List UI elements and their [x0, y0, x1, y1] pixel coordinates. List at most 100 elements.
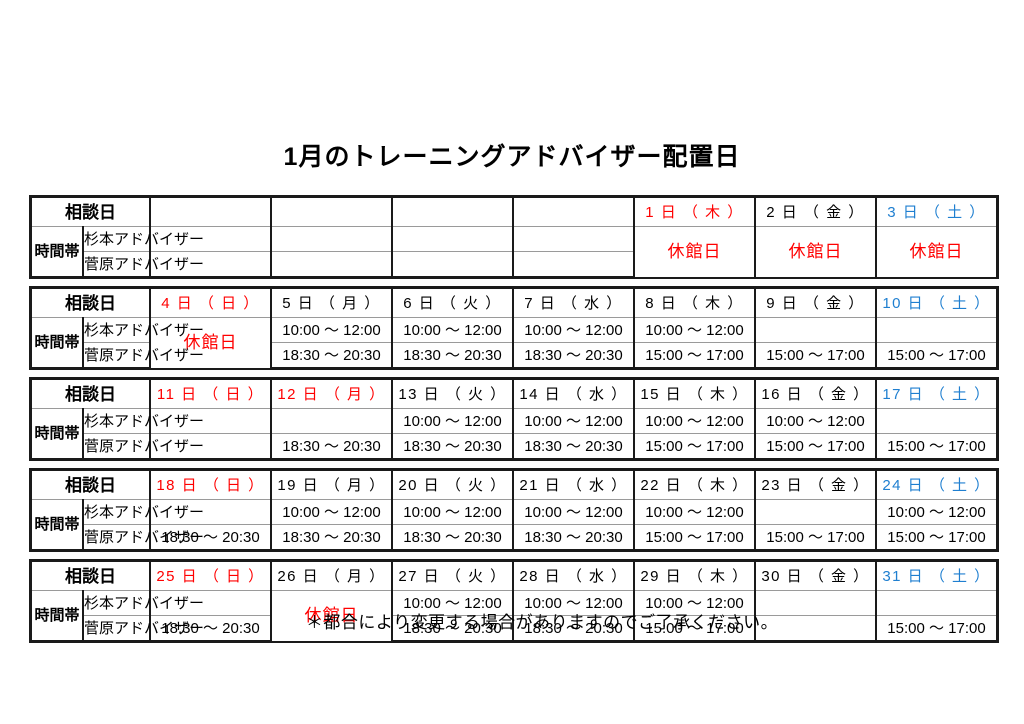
time-slot-cell: 18:30 ～ 20:30: [512, 615, 635, 642]
time-slot-cell: [754, 499, 877, 525]
day-header-row: 相談日 18 日 （ 日 ） 19 日 （ 月 ） 20 日 （ 火 ） 21 日 （ …: [30, 469, 998, 500]
time-slot-cell: 15:00 ～ 17:00: [633, 433, 756, 460]
day-header-cell: 26 日 （ 月 ）: [270, 560, 393, 591]
time-slot-cell: 18:30 ～ 20:30: [149, 524, 272, 551]
day-header-cell: 7 日 （ 水 ）: [512, 287, 635, 318]
time-slot-cell: 18:30 ～ 20:30: [391, 615, 514, 642]
day-header-cell-empty: [149, 196, 272, 227]
advisor-1-name: 杉本アドバイザー: [82, 408, 204, 434]
day-header-cell-empty: [391, 196, 514, 227]
time-slot-cell: 10:00 ～ 12:00: [391, 408, 514, 434]
day-header-row: 相談日 25 日 （ 日 ） 26 日 （ 月 ） 27 日 （ 火 ） 28 日 （ …: [30, 560, 998, 591]
day-header-cell: 18 日 （ 日 ）: [149, 469, 272, 500]
advisor-1-name: 杉本アドバイザー: [82, 590, 204, 616]
advisor-1-row: 時間帯 杉本アドバイザー 10:00 ～ 12:00 10:00 ～ 12:00 10:…: [30, 499, 998, 551]
day-header-cell: 8 日 （ 木 ）: [633, 287, 756, 318]
time-slot-cell: 10:00 ～ 12:00: [512, 499, 635, 525]
day-header-row: 相談日 1 日 （ 木 ） 2 日 （ 金 ） 3 日 （ 土 ）: [30, 196, 998, 227]
week-block: 相談日 4 日 （ 日 ） 5 日 （ 月 ） 6 日 （ 火 ） 7 日 （ 水 ） 8…: [29, 286, 999, 370]
time-slot-label: 時間帯: [30, 499, 84, 551]
time-slot-cell: [512, 251, 635, 278]
day-header-cell: 28 日 （ 水 ）: [512, 560, 635, 591]
day-header-cell: 29 日 （ 木 ）: [633, 560, 756, 591]
day-header-cell: 31 日 （ 土 ）: [875, 560, 998, 591]
time-slot-cell: [754, 615, 877, 642]
time-slot-cell: [149, 499, 272, 525]
closed-day-cell: 休館日: [633, 226, 756, 278]
time-slot-cell: 18:30 ～ 20:30: [391, 342, 514, 369]
day-header-cell: 24 日 （ 土 ）: [875, 469, 998, 500]
closed-label: 休館日: [183, 333, 238, 353]
advisor-2-row: 菅原アドバイザー: [31, 251, 997, 278]
time-slot-cell: 10:00 ～ 12:00: [391, 590, 514, 616]
time-slot-cell: 10:00 ～ 12:00: [391, 499, 514, 525]
day-header-row: 相談日 4 日 （ 日 ） 5 日 （ 月 ） 6 日 （ 火 ） 7 日 （ 水 ） 8…: [30, 287, 998, 318]
day-header-cell: 11 日 （ 日 ）: [149, 378, 272, 409]
advisor-1-row: 時間帯 杉本アドバイザー 休館日 10:00 ～ 12:00 10:00 ～ 12:00…: [30, 317, 998, 369]
time-slot-cell: 15:00 ～ 17:00: [875, 524, 998, 551]
advisor-2-row: 菅原アドバイザー 18:30 ～ 20:30 18:30 ～ 20:30 18:30 …: [31, 433, 998, 460]
day-header-cell: 23 日 （ 金 ）: [754, 469, 877, 500]
day-header-cell: 19 日 （ 月 ）: [270, 469, 393, 500]
day-header-cell: 16 日 （ 金 ）: [754, 378, 877, 409]
time-slot-cell: [391, 226, 514, 252]
time-slot-cell: [875, 317, 998, 343]
time-slot-cell: 18:30 ～ 20:30: [512, 342, 635, 369]
time-slot-cell: 10:00 ～ 12:00: [633, 590, 756, 616]
time-slot-cell: [149, 408, 272, 434]
day-header-cell: 22 日 （ 木 ）: [633, 469, 756, 500]
advisor-1-name: 杉本アドバイザー: [82, 226, 204, 252]
time-slot-cell: 15:00 ～ 17:00: [754, 433, 877, 460]
consultation-day-label: 相談日: [30, 287, 151, 318]
day-header-cell: 14 日 （ 水 ）: [512, 378, 635, 409]
time-slot-label: 時間帯: [30, 408, 84, 460]
time-slot-cell: [391, 251, 514, 278]
time-slot-cell: 18:30 ～ 20:30: [391, 524, 514, 551]
time-slot-cell: [149, 226, 272, 252]
footer-note: ＊都合により変更する場合がありますのでご了承ください。: [305, 613, 779, 632]
time-slot-cell: 15:00 ～ 17:00: [754, 342, 877, 369]
week-block: 相談日 18 日 （ 日 ） 19 日 （ 月 ） 20 日 （ 火 ） 21 日 （ …: [29, 468, 999, 552]
time-slot-cell: [512, 226, 635, 252]
day-header-cell: 25 日 （ 日 ）: [149, 560, 272, 591]
day-header-cell: 1 日 （ 木 ）: [633, 196, 756, 227]
time-slot-cell: 10:00 ～ 12:00: [391, 317, 514, 343]
day-header-cell: 30 日 （ 金 ）: [754, 560, 877, 591]
time-slot-label: 時間帯: [30, 317, 84, 369]
time-slot-cell: [149, 590, 272, 616]
consultation-day-label: 相談日: [30, 469, 151, 500]
day-header-cell: 20 日 （ 火 ）: [391, 469, 514, 500]
time-slot-cell: 10:00 ～ 12:00: [512, 317, 635, 343]
week-block: 相談日 1 日 （ 木 ） 2 日 （ 金 ） 3 日 （ 土 ）時間帯 杉本アドバイザ…: [29, 195, 999, 279]
closed-label: 休館日: [909, 242, 964, 262]
schedule-table-container: 相談日 1 日 （ 木 ） 2 日 （ 金 ） 3 日 （ 土 ）時間帯 杉本アドバイザ…: [29, 195, 999, 651]
time-slot-cell: 10:00 ～ 12:00: [633, 499, 756, 525]
time-slot-cell: [875, 590, 998, 616]
week-block: 相談日 11 日 （ 日 ） 12 日 （ 月 ） 13 日 （ 火 ） 14 日 （ …: [29, 377, 999, 461]
time-slot-cell: 15:00 ～ 17:00: [633, 342, 756, 369]
day-header-cell: 15 日 （ 木 ）: [633, 378, 756, 409]
advisor-1-row: 時間帯 杉本アドバイザー 10:00 ～ 12:00 10:00 ～ 12:00 10:…: [30, 408, 998, 460]
closed-label: 休館日: [788, 242, 843, 262]
advisor-1-name: 杉本アドバイザー: [82, 499, 204, 525]
closed-label: 休館日: [304, 606, 359, 626]
time-slot-cell: [270, 408, 393, 434]
time-slot-cell: 15:00 ～ 17:00: [875, 615, 998, 642]
time-slot-cell: [270, 251, 393, 278]
time-slot-cell: 15:00 ～ 17:00: [875, 342, 998, 369]
consultation-day-label: 相談日: [30, 378, 151, 409]
closed-label: 休館日: [667, 242, 722, 262]
time-slot-cell: 10:00 ～ 12:00: [633, 317, 756, 343]
day-header-cell: 13 日 （ 火 ）: [391, 378, 514, 409]
time-slot-cell: 10:00 ～ 12:00: [270, 317, 393, 343]
time-slot-cell: [149, 433, 272, 460]
page-title: 1月のトレーニングアドバイザー配置日: [283, 143, 741, 171]
time-slot-cell: 18:30 ～ 20:30: [270, 433, 393, 460]
advisor-2-row: 菅原アドバイザー 18:30 ～ 20:30 18:30 ～ 20:30 18:30 …: [31, 615, 998, 642]
consultation-day-label: 相談日: [30, 196, 151, 227]
advisor-1-row: 時間帯 杉本アドバイザー 休館日 休館日 休館日: [30, 226, 998, 278]
time-slot-cell: [270, 226, 393, 252]
day-header-cell: 5 日 （ 月 ）: [270, 287, 393, 318]
day-header-cell: 21 日 （ 水 ）: [512, 469, 635, 500]
